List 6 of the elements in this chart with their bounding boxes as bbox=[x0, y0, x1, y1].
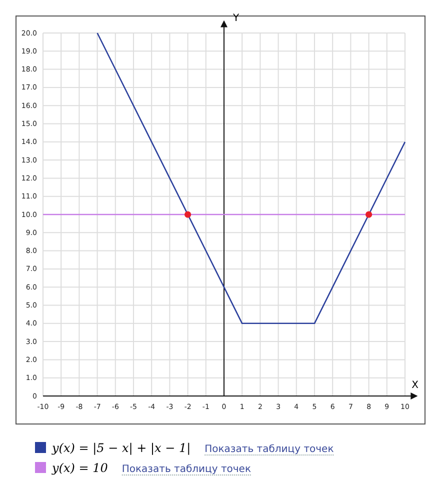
x-axis-title: X bbox=[412, 380, 419, 391]
text: Показать таблицу точек bbox=[122, 464, 251, 475]
legend-label: y(x) = 10 bbox=[51, 461, 108, 475]
legend-label: y(x) = |5 − x| + |x − 1| bbox=[51, 441, 191, 455]
y-axis-title: Y bbox=[232, 13, 240, 24]
text: Показать таблицу точек bbox=[204, 444, 334, 455]
